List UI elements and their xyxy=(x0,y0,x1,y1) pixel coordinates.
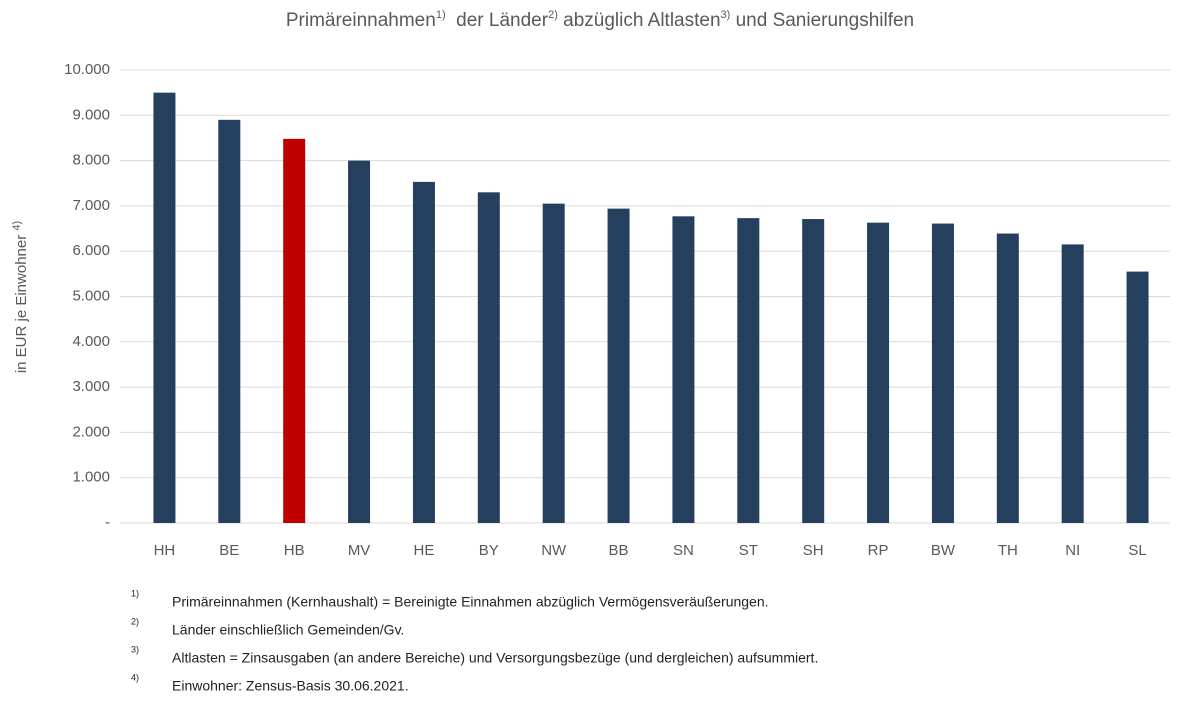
footnote-marker: 4) xyxy=(131,672,139,682)
bar xyxy=(1126,271,1149,523)
y-tick-label: - xyxy=(105,514,110,531)
bar xyxy=(412,181,435,524)
bar xyxy=(802,219,825,524)
x-tick-label: BW xyxy=(931,542,956,559)
x-tick-label: HH xyxy=(154,542,176,559)
x-tick-label: SL xyxy=(1128,542,1146,559)
superscript: 3) xyxy=(721,9,731,21)
x-tick-label: BY xyxy=(479,542,499,559)
y-tick-label: 7.000 xyxy=(72,197,110,214)
bar xyxy=(153,92,176,524)
x-tick-label: SN xyxy=(673,542,694,559)
footnote-text: Primäreinnahmen (Kernhaushalt) = Bereini… xyxy=(172,594,769,610)
y-tick-label: 8.000 xyxy=(72,152,110,169)
text-part: Primäreinnahmen xyxy=(286,10,436,31)
bar xyxy=(542,203,565,523)
x-tick-label: NW xyxy=(541,542,567,559)
footnote-text: Einwohner: Zensus-Basis 30.06.2021. xyxy=(172,678,409,694)
y-axis-label: in EUR je Einwohner 4) xyxy=(11,221,30,373)
chart-title: Primäreinnahmen1) der Länder2) abzüglich… xyxy=(286,9,914,31)
superscript: 2) xyxy=(548,9,558,21)
x-tick-label: NI xyxy=(1065,542,1080,559)
y-tick-label: 2.000 xyxy=(72,423,110,440)
footnote-marker: 1) xyxy=(131,588,139,598)
bar xyxy=(996,233,1019,523)
x-tick-label: RP xyxy=(868,542,889,559)
x-tick-label: ST xyxy=(739,542,758,559)
x-tick-label: HE xyxy=(414,542,435,559)
y-tick-label: 1.000 xyxy=(72,469,110,486)
footnote-text: Altlasten = Zinsausgaben (an andere Bere… xyxy=(172,650,818,666)
x-tick-label: HB xyxy=(284,542,305,559)
y-tick-label: 9.000 xyxy=(72,106,110,123)
text-part: und Sanierungshilfen xyxy=(730,10,914,31)
bar xyxy=(867,222,890,523)
bar xyxy=(1061,244,1084,523)
y-tick-label: 3.000 xyxy=(72,378,110,395)
bar xyxy=(737,218,760,524)
bar xyxy=(477,192,500,523)
y-tick-label: 10.000 xyxy=(64,61,110,78)
footnote-text: Länder einschließlich Gemeinden/Gv. xyxy=(172,622,404,638)
bar xyxy=(672,216,695,523)
bar xyxy=(283,138,306,523)
bar xyxy=(348,160,371,523)
x-tick-label: SH xyxy=(803,542,824,559)
x-tick-label: TH xyxy=(998,542,1018,559)
superscript: 1) xyxy=(436,9,446,21)
text-part: der Länder xyxy=(446,10,549,31)
bar xyxy=(607,208,630,524)
y-tick-label: 4.000 xyxy=(72,333,110,350)
bar xyxy=(931,223,954,523)
y-tick-label: 5.000 xyxy=(72,287,110,304)
x-tick-label: MV xyxy=(348,542,371,559)
x-tick-label: BB xyxy=(609,542,629,559)
y-tick-label: 6.000 xyxy=(72,242,110,259)
text-part: in EUR je Einwohner xyxy=(13,231,30,374)
x-tick-label: BE xyxy=(219,542,239,559)
footnote-marker: 2) xyxy=(131,616,139,626)
footnote-marker: 3) xyxy=(131,644,139,654)
superscript: 4) xyxy=(11,221,23,231)
bar xyxy=(218,119,241,523)
text-part: abzüglich Altlasten xyxy=(558,10,721,31)
